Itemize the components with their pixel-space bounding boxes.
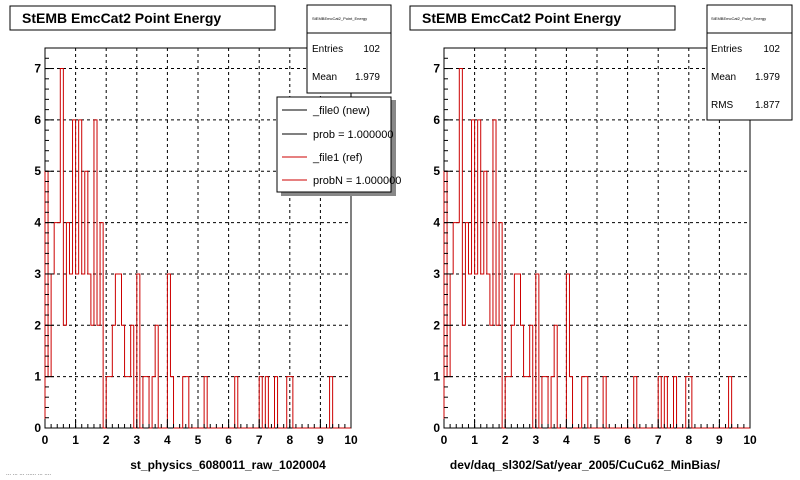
legend-entry: probN = 1.000000 <box>313 175 401 187</box>
x-tick-label: 8 <box>685 433 692 447</box>
y-tick-label: 5 <box>34 164 41 178</box>
x-axis-label: st_physics_6080011_raw_1020004 <box>130 458 326 472</box>
x-tick-label: 7 <box>655 433 662 447</box>
axis-ticks <box>443 47 751 429</box>
x-tick-label: 7 <box>256 433 263 447</box>
x-tick-label: 4 <box>563 433 570 447</box>
y-tick-label: 4 <box>433 216 440 230</box>
x-tick-label: 0 <box>42 433 49 447</box>
stats-label: Entries <box>312 44 343 55</box>
y-tick-label: 0 <box>34 421 41 435</box>
x-tick-label: 6 <box>624 433 631 447</box>
axis-ticks <box>44 47 352 429</box>
stats-name: StEMBEmcCat2_Point_Energy <box>312 16 367 21</box>
x-tick-label: 10 <box>344 433 358 447</box>
stats-label: Mean <box>711 72 736 83</box>
stats-value: 1.979 <box>355 72 380 83</box>
histogram-series <box>44 68 351 429</box>
stats-name: StEMBEmcCat2_Point_Energy <box>711 16 766 21</box>
stats-label: Mean <box>312 72 337 83</box>
plot-frame <box>443 47 751 429</box>
x-tick-label: 4 <box>164 433 171 447</box>
stats-label: RMS <box>711 100 734 111</box>
x-tick-label: 9 <box>317 433 324 447</box>
x-tick-label: 2 <box>502 433 509 447</box>
grid-lines <box>444 48 750 428</box>
right-plot-pad: 0 1 2 3 4 5 6 7 8 9 10 0 1 2 3 4 5 6 7 StEMB EmcCat2 Poin… <box>409 4 793 472</box>
y-tick-labels: 0 1 2 3 4 5 6 7 <box>34 62 41 435</box>
x-tick-label: 1 <box>471 433 478 447</box>
x-tick-label: 0 <box>441 433 448 447</box>
x-tick-labels: 0 1 2 3 4 5 6 7 8 9 10 <box>42 433 358 447</box>
title-box <box>409 5 676 31</box>
x-tick-label: 3 <box>532 433 539 447</box>
y-tick-label: 7 <box>34 62 41 76</box>
y-tick-label: 1 <box>34 370 41 384</box>
x-tick-labels: 0 1 2 3 4 5 6 7 8 9 10 <box>441 433 757 447</box>
y-tick-label: 5 <box>433 164 440 178</box>
legend-entry: prob = 1.000000 <box>313 129 393 141</box>
legend-entry: _file1 (ref) <box>312 152 363 164</box>
y-tick-label: 3 <box>34 267 41 281</box>
x-tick-label: 2 <box>103 433 110 447</box>
y-tick-label: 1 <box>433 370 440 384</box>
y-tick-label: 6 <box>433 113 440 127</box>
left-plot-pad: 0 1 2 3 4 5 6 7 8 9 10 0 1 2 3 4 5 6 7 StEMB EmcCat2 Poin… <box>6 4 401 477</box>
x-axis-label: dev/daq_sl302/Sat/year_2005/CuCu62_MinBi… <box>450 458 721 472</box>
x-tick-label: 6 <box>225 433 232 447</box>
stats-box: StEMBEmcCat2_Point_Energy Entries 102 Me… <box>306 4 392 94</box>
stats-value: 1.979 <box>755 72 780 83</box>
y-tick-label: 2 <box>34 318 41 332</box>
x-tick-label: 1 <box>72 433 79 447</box>
footer-text: ... ... ... ...... ... .... <box>6 471 51 477</box>
stats-label: Entries <box>711 44 742 55</box>
stats-box: StEMBEmcCat2_Point_Energy Entries 102 Me… <box>706 4 793 121</box>
histogram-series <box>443 68 750 429</box>
legend: _file0 (new) prob = 1.000000 _file1 (ref… <box>276 96 401 196</box>
legend-entry: _file0 (new) <box>312 105 370 117</box>
y-tick-label: 4 <box>34 216 41 230</box>
y-tick-label: 7 <box>433 62 440 76</box>
chart-title: StEMB EmcCat2 Point Energy <box>422 10 621 26</box>
title-box <box>9 5 276 31</box>
chart-title: StEMB EmcCat2 Point Energy <box>22 10 221 26</box>
x-tick-label: 8 <box>286 433 293 447</box>
x-tick-label: 5 <box>195 433 202 447</box>
histogram-line <box>443 68 750 429</box>
y-tick-label: 6 <box>34 113 41 127</box>
x-tick-label: 10 <box>743 433 757 447</box>
x-tick-label: 9 <box>716 433 723 447</box>
y-tick-label: 3 <box>433 267 440 281</box>
x-tick-label: 3 <box>133 433 140 447</box>
y-tick-label: 2 <box>433 318 440 332</box>
x-tick-label: 5 <box>594 433 601 447</box>
stats-value: 102 <box>363 44 380 55</box>
stats-value: 102 <box>763 44 780 55</box>
stats-value: 1.877 <box>755 100 780 111</box>
y-tick-labels: 0 1 2 3 4 5 6 7 <box>433 62 440 435</box>
histogram-line <box>44 68 351 429</box>
y-tick-label: 0 <box>433 421 440 435</box>
